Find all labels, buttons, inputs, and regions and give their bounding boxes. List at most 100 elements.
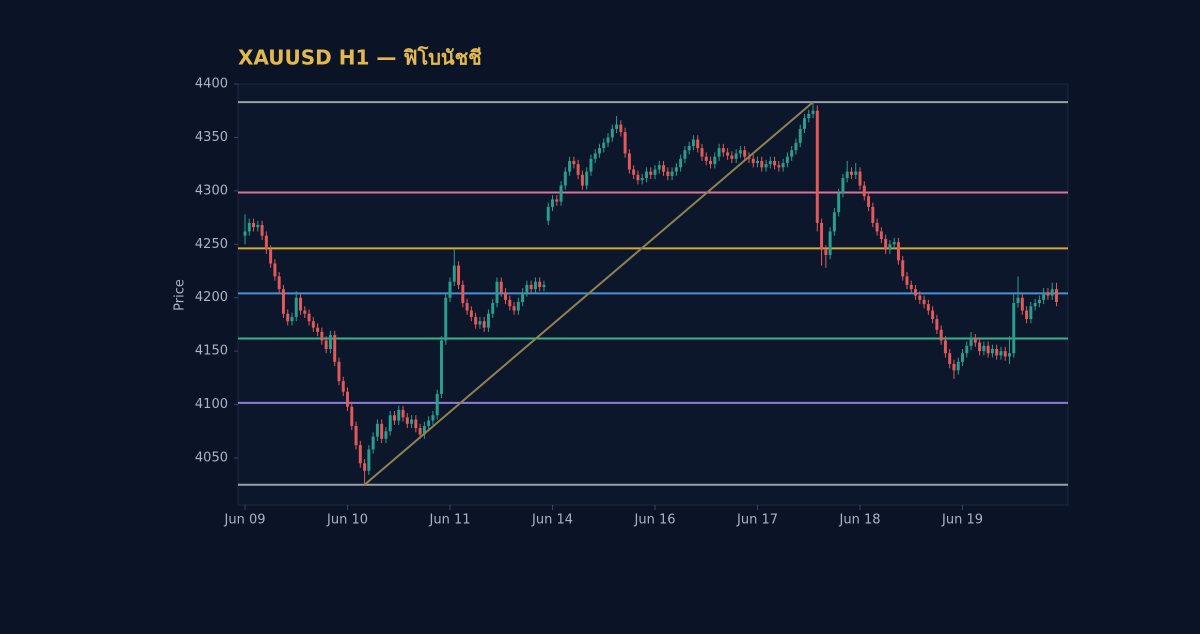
candle-body: [448, 281, 452, 298]
candle-body: [439, 340, 443, 394]
candle-body: [269, 249, 273, 264]
candle-body: [405, 417, 409, 424]
candle-body: [299, 297, 303, 311]
candle-body: [363, 463, 367, 471]
y-tick-label: 4050: [195, 450, 228, 465]
candle-body: [568, 160, 572, 172]
candle-body: [444, 297, 448, 341]
candle-body: [307, 313, 311, 322]
candle-body: [730, 155, 734, 159]
candle-body: [811, 110, 815, 114]
candle-body: [542, 284, 546, 288]
candle-body: [687, 145, 691, 151]
candle-body: [341, 381, 345, 392]
candle-body: [422, 425, 426, 435]
candle-body: [824, 249, 828, 255]
candle-body: [837, 192, 841, 213]
candle-body: [533, 281, 537, 290]
candle-body: [414, 419, 418, 429]
x-tick-label: Jun 16: [634, 513, 676, 528]
candle-body: [521, 292, 525, 302]
candle-body: [397, 409, 401, 421]
y-tick-label: 4100: [195, 397, 228, 412]
x-tick-label: Jun 18: [839, 513, 881, 528]
x-tick-label: Jun 10: [326, 513, 368, 528]
candle-body: [773, 160, 777, 166]
candle-body: [973, 338, 977, 343]
candle-body: [683, 150, 687, 159]
candle-body: [978, 342, 982, 352]
candle-body: [375, 423, 379, 437]
candle-body: [794, 142, 798, 151]
candle-body: [1054, 289, 1058, 302]
candle-body: [337, 361, 341, 382]
y-tick-label: 4200: [195, 290, 228, 305]
x-tick-label: Jun 09: [224, 513, 266, 528]
candle-body: [435, 393, 439, 416]
candle-body: [1016, 297, 1020, 304]
candle-body: [999, 351, 1003, 356]
candle-body: [828, 231, 832, 255]
x-tick-label: Jun 17: [736, 513, 778, 528]
candle-body: [328, 335, 332, 349]
candle-body: [969, 338, 973, 346]
candle-body: [790, 150, 794, 157]
candle-body: [333, 335, 337, 362]
candle-body: [756, 160, 760, 164]
candle-body: [619, 124, 623, 133]
candle-body: [546, 206, 550, 221]
candle-body: [948, 353, 952, 364]
candle-body: [901, 260, 905, 277]
candle-body: [653, 169, 657, 175]
candle-body: [1003, 351, 1007, 357]
candle-body: [486, 313, 490, 328]
candle-body: [670, 171, 674, 176]
candle-body: [674, 167, 678, 172]
candle-body: [555, 199, 559, 202]
candle-body: [247, 222, 251, 232]
candle-body: [427, 420, 431, 426]
candle-body: [995, 348, 999, 356]
candle-body: [1029, 306, 1033, 320]
candle-body: [324, 340, 328, 349]
candle-body: [858, 171, 862, 186]
candle-body: [576, 164, 580, 175]
candle-body: [777, 165, 781, 168]
candle-body: [632, 169, 636, 175]
candle-body: [367, 449, 371, 471]
candle-body: [875, 222, 879, 232]
candle-body: [922, 299, 926, 305]
x-tick-label: Jun 19: [941, 513, 983, 528]
candle-body: [585, 171, 589, 186]
candle-body: [845, 171, 849, 179]
candle-body: [764, 164, 768, 168]
chart-title: XAUUSD H1 — ฟิโบนัชชี: [238, 46, 482, 70]
x-tick-label: Jun 14: [531, 513, 573, 528]
candle-body: [290, 316, 294, 322]
candle-body: [316, 327, 320, 332]
candle-body: [384, 431, 388, 439]
candle-body: [636, 174, 640, 181]
candle-body: [294, 297, 298, 317]
candle-body: [905, 276, 909, 285]
candle-body: [956, 361, 960, 371]
candle-body: [277, 276, 281, 290]
candle-body: [871, 206, 875, 223]
candle-body: [990, 348, 994, 354]
candle-body: [504, 292, 508, 300]
candle-body: [713, 156, 717, 165]
candle-body: [461, 284, 465, 304]
candle-body: [508, 299, 512, 307]
candle-body: [704, 156, 708, 161]
candle-body: [832, 212, 836, 232]
candle-body: [982, 345, 986, 352]
candle-body: [563, 171, 567, 186]
candle-body: [640, 178, 644, 181]
candle-body: [457, 265, 461, 285]
y-axis-label: Price: [173, 279, 188, 311]
candle-body: [418, 428, 422, 435]
candle-body: [1025, 310, 1029, 320]
candle-body: [495, 281, 499, 304]
candle-body: [256, 225, 260, 228]
